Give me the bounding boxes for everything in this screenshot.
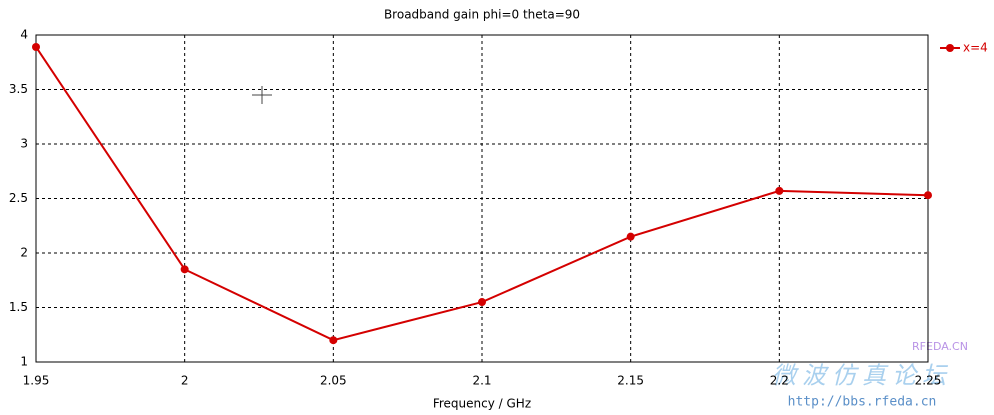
point — [924, 191, 932, 200]
point — [626, 232, 635, 241]
point — [180, 265, 189, 274]
y-tick-label: 4 — [20, 28, 28, 42]
legend-label: x=4 — [963, 41, 988, 55]
watermark-text: http://bbs.rfeda.cn — [788, 395, 937, 410]
point — [329, 336, 338, 345]
y-tick-label: 1 — [20, 355, 28, 369]
cursor — [252, 86, 272, 104]
point — [775, 186, 784, 195]
x-axis-label: Frequency / GHz — [433, 397, 531, 411]
chart-title: Broadband gain phi=0 theta=90 — [384, 8, 580, 22]
x-tick-label: 2.05 — [320, 374, 347, 388]
point — [478, 298, 486, 307]
y-tick-label: 3.5 — [9, 82, 28, 96]
watermark-text: RFEDA.CN — [912, 340, 968, 353]
y-tick-label: 2 — [20, 246, 28, 260]
y-tick-label: 2.5 — [9, 191, 28, 205]
x-tick-label: 2 — [181, 374, 189, 388]
x-tick-label: 2.25 — [915, 374, 942, 388]
x-tick-label: 1.95 — [23, 374, 50, 388]
y-tick-label: 1.5 — [9, 300, 28, 314]
point — [32, 42, 40, 51]
legend-marker — [946, 44, 954, 52]
x-tick-label: 2.2 — [770, 374, 789, 388]
x-tick-label: 2.1 — [472, 374, 491, 388]
x-tick-label: 2.15 — [617, 374, 644, 388]
y-tick-label: 3 — [20, 137, 28, 151]
watermark-text: 微波仿真论坛 — [772, 362, 952, 390]
